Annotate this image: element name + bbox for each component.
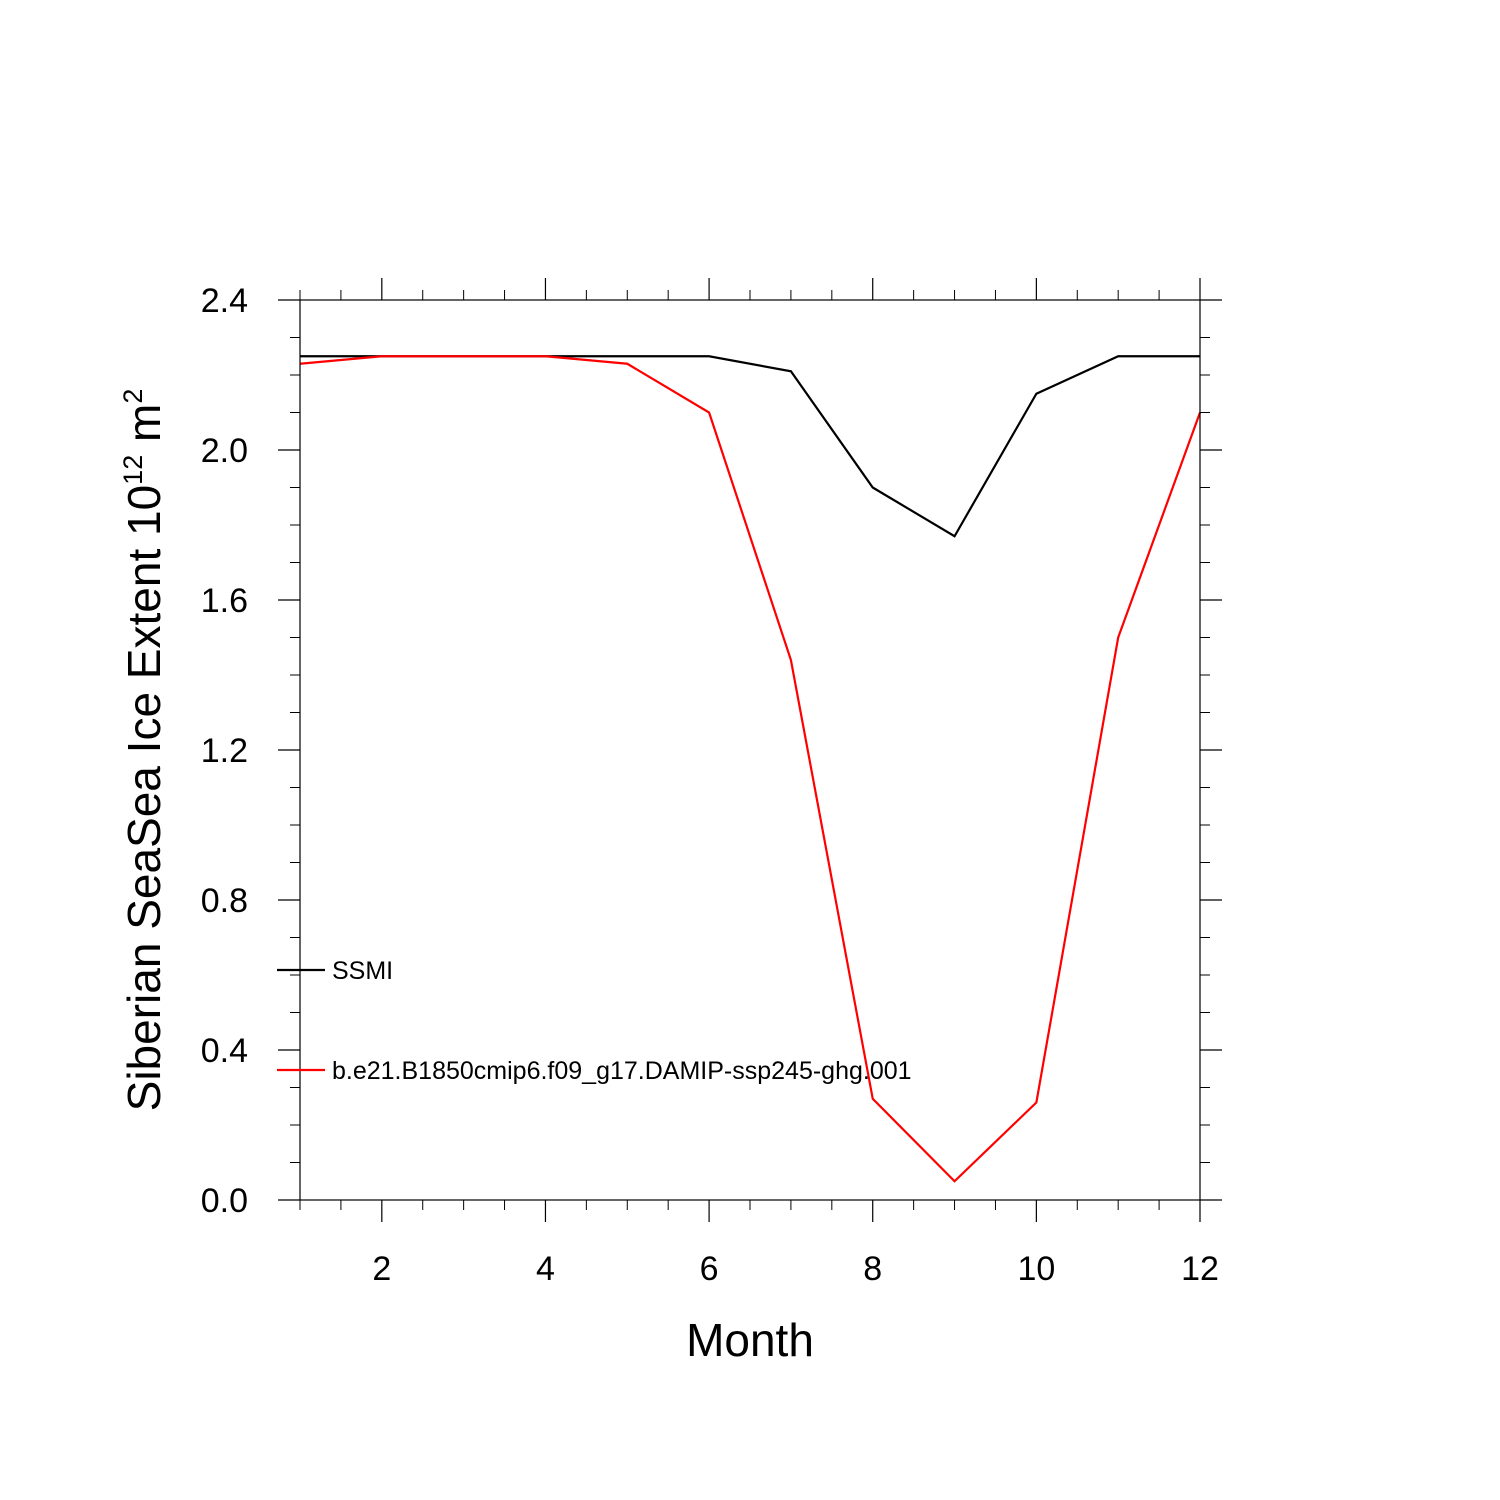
legend-label: b.e21.B1850cmip6.f09_g17.DAMIP-ssp245-gh…: [332, 1057, 912, 1085]
x-tick-label: 10: [1017, 1250, 1055, 1288]
y-tick-label: 0.0: [201, 1182, 248, 1220]
x-tick-label: 8: [863, 1250, 882, 1288]
y-tick-label: 1.2: [201, 732, 248, 770]
y-tick-label: 2.0: [201, 432, 248, 470]
legend-label: SSMI: [332, 957, 393, 985]
legend: SSMI b.e21.B1850cmip6.f09_g17.DAMIP-ssp24…: [277, 957, 912, 1085]
y-axis-title-main: Siberian SeaSea Ice Extent 10: [118, 485, 170, 1112]
x-tick-label: 2: [372, 1250, 391, 1288]
x-axis-title: Month: [686, 1314, 814, 1366]
series-layer: [299, 355, 1202, 1183]
x-tick-label: 4: [536, 1250, 555, 1288]
series-line-model: [299, 355, 1202, 1183]
y-axis-title-unit-exponent: 2: [118, 389, 148, 404]
x-tick-label: 12: [1181, 1250, 1219, 1288]
plot-frame: [299, 299, 1201, 1201]
y-tick-label: 1.6: [201, 582, 248, 620]
y-tick-label: 0.4: [201, 1032, 248, 1070]
y-tick-label: 0.8: [201, 882, 248, 920]
series-line-ssmi: [300, 355, 1200, 538]
y-axis-title: Siberian SeaSea Ice Extent 1012 m2: [118, 389, 170, 1112]
y-tick-label: 2.4: [201, 282, 248, 320]
y-axis-title-exponent: 12: [118, 455, 148, 485]
x-tick-label: 6: [700, 1250, 719, 1288]
tick-labels: 2 4 6 8 10 12 0.0 0.4 0.8 1.2 1.6 2.0 2.4: [201, 282, 1219, 1288]
axis-ticks: [278, 278, 1222, 1222]
y-axis-title-unit: m: [118, 404, 170, 455]
